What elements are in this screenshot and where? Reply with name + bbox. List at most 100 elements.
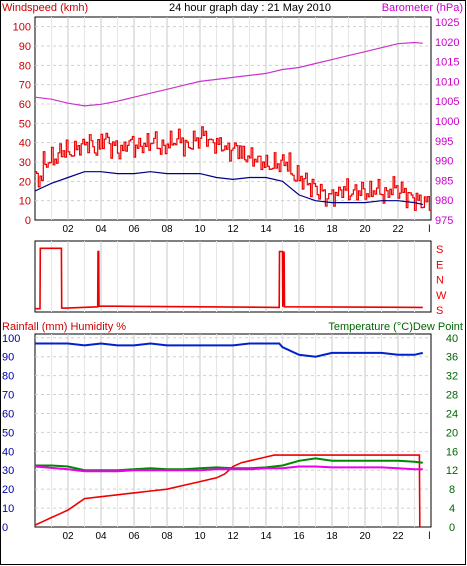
x-tick-label: 16 [293, 531, 305, 542]
x-tick-label: 12 [227, 531, 239, 542]
humidity-rain-tick-label: 40 [2, 446, 14, 458]
temperature-tick-label: 12 [446, 465, 458, 477]
windspeed-tick-label: 50 [19, 118, 31, 130]
direction-tick-label: W [436, 290, 447, 302]
x-tick-label: 14 [260, 531, 272, 542]
temperature-dewpoint-axis-label: Temperature (°C)Dew Point [328, 321, 463, 333]
x-tick-label: 14 [260, 224, 272, 235]
x-tick-label: 20 [359, 531, 371, 542]
rain-humidity-grid [35, 334, 431, 527]
temperature-tick-labels: 0 4 8 12 16 20 24 28 32 36 40 [446, 333, 458, 534]
barometer-tick-label: 1005 [435, 96, 459, 108]
windspeed-tick-label: 80 [19, 60, 31, 72]
wind-direction-grid [51, 241, 415, 312]
humidity-line [35, 342, 424, 358]
humidity-rain-tick-labels: 0 10 20 30 40 50 60 70 80 90 100 [2, 333, 20, 534]
windspeed-average-line [34, 171, 423, 206]
barometer-tick-label: 1010 [435, 76, 459, 88]
windspeed-tick-label: 0 [25, 215, 31, 227]
windspeed-axis-label: Windspeed (kmh) [2, 2, 88, 14]
x-tick-label: 06 [128, 531, 140, 542]
humidity-rain-tick-label: 100 [2, 333, 20, 345]
temperature-tick-label: 40 [446, 333, 458, 345]
barometer-line [34, 41, 423, 107]
humidity-rain-tick-label: 10 [2, 503, 14, 515]
temperature-tick-label: 36 [446, 352, 458, 364]
x-tick-label: 22 [392, 531, 404, 542]
wind-direction-series [35, 247, 423, 310]
barometer-tick-label: 1000 [435, 116, 459, 128]
temperature-tick-label: 0 [449, 522, 455, 534]
barometer-tick-label: 985 [435, 175, 453, 187]
x-tick-label: l [428, 531, 430, 542]
humidity-rain-tick-label: 50 [2, 427, 14, 439]
temperature-tick-label: 16 [446, 446, 458, 458]
windspeed-tick-label: 40 [19, 138, 31, 150]
rain-humidity-axis-label: Rainfall (mm) Humidity % [2, 321, 126, 333]
windspeed-tick-label: 30 [19, 157, 31, 169]
barometer-tick-label: 990 [435, 156, 453, 168]
direction-tick-label: E [436, 259, 443, 271]
x-tick-label: 16 [293, 224, 305, 235]
x-tick-label: 18 [326, 224, 338, 235]
temperature-tick-label: 24 [446, 408, 458, 420]
barometer-tick-label: 980 [435, 195, 453, 207]
direction-tick-label: S [436, 244, 443, 256]
humidity-rain-tick-label: 90 [2, 352, 14, 364]
temperature-tick-label: 32 [446, 371, 458, 383]
x-tick-label: 22 [392, 224, 404, 235]
humidity-rain-tick-label: 70 [2, 390, 14, 402]
x-tick-label: 10 [194, 224, 206, 235]
x-tick-label: 06 [128, 224, 140, 235]
windspeed-tick-label: 100 [13, 22, 31, 34]
temperature-tick-label: 4 [449, 503, 455, 515]
x-tick-label: 18 [326, 531, 338, 542]
x-tick-label: 10 [194, 531, 206, 542]
direction-tick-label: S [436, 305, 443, 317]
humidity-rain-tick-label: 0 [2, 522, 8, 534]
graph-title: 24 hour graph day : 21 May 2010 [169, 2, 331, 14]
barometer-tick-labels: 975 980 985 990 995 1000 1005 1010 1015 1020 1025 [435, 17, 459, 227]
barometer-tick-label: 975 [435, 215, 453, 227]
wind-barometer-x-tick-labels: 02 04 06 08 10 12 14 16 18 20 22 l [62, 224, 430, 235]
barometer-tick-label: 1020 [435, 37, 459, 49]
windspeed-tick-label: 60 [19, 99, 31, 111]
humidity-rain-tick-label: 30 [2, 465, 14, 477]
temperature-tick-label: 28 [446, 390, 458, 402]
barometer-tick-label: 995 [435, 136, 453, 148]
x-tick-label: 12 [227, 224, 239, 235]
windspeed-tick-labels: 0 10 20 30 40 50 60 70 80 90 100 [13, 22, 31, 227]
temperature-tick-label: 8 [449, 484, 455, 496]
dewpoint-line [34, 465, 423, 473]
temperature-tick-label: 20 [446, 427, 458, 439]
direction-tick-label: N [436, 275, 444, 287]
humidity-rain-tick-label: 80 [2, 371, 14, 383]
x-tick-label: 08 [161, 531, 173, 542]
rainfall-line [34, 454, 421, 528]
barometer-axis-label: Barometer (hPa) [382, 2, 463, 14]
x-tick-label: l [428, 224, 430, 235]
windspeed-gust-line [35, 126, 431, 211]
wind-direction-line [35, 247, 423, 310]
x-tick-label: 02 [62, 224, 74, 235]
windspeed-tick-label: 10 [19, 196, 31, 208]
rain-humidity-x-tick-labels: 02 04 06 08 10 12 14 16 18 20 22 l [62, 531, 430, 542]
x-tick-label: 08 [161, 224, 173, 235]
windspeed-tick-label: 70 [19, 80, 31, 92]
x-tick-label: 04 [95, 224, 107, 235]
rain-humidity-series [34, 342, 424, 528]
x-tick-label: 04 [95, 531, 107, 542]
x-tick-label: 20 [359, 224, 371, 235]
windspeed-tick-label: 90 [19, 41, 31, 53]
barometer-tick-label: 1025 [435, 17, 459, 29]
humidity-rain-tick-label: 20 [2, 484, 14, 496]
wind-barometer-series [34, 41, 431, 211]
barometer-tick-label: 1015 [435, 57, 459, 69]
windspeed-tick-label: 20 [19, 176, 31, 188]
